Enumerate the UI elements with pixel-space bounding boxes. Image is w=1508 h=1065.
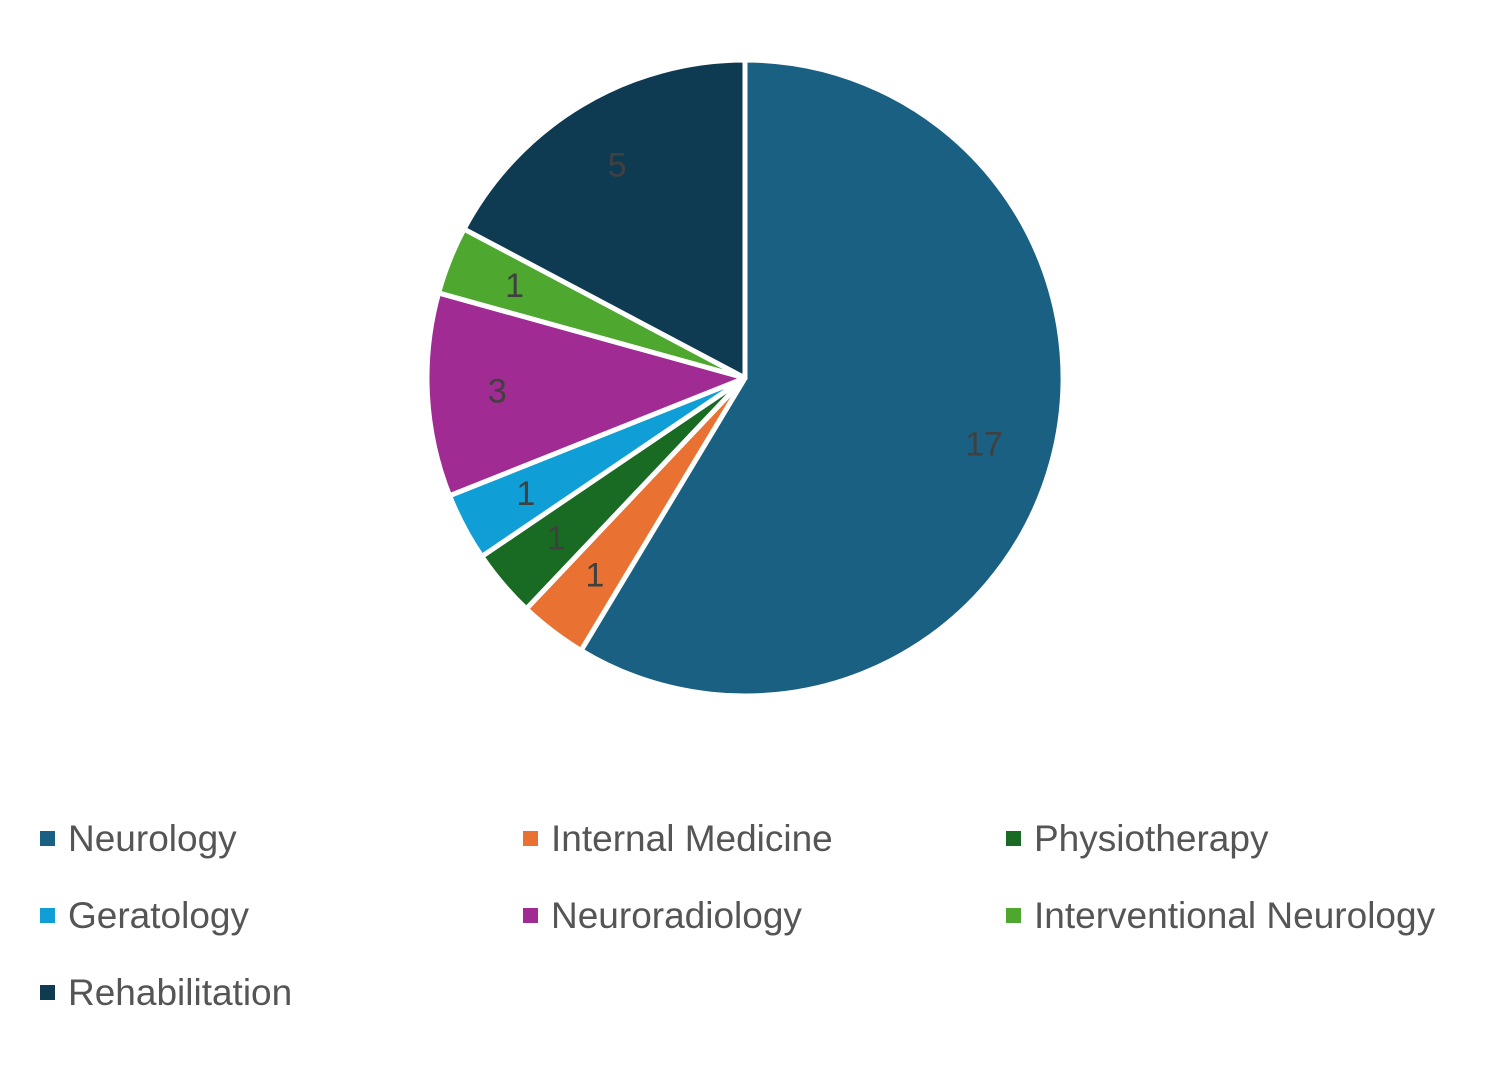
legend-label: Rehabilitation [68,971,293,1013]
legend-item-rehabilitation: Rehabilitation [40,969,523,1016]
data-label-neuroradiology: 3 [488,372,507,410]
data-label-geratology: 1 [516,475,535,513]
data-label-neurology: 17 [965,425,1003,463]
legend-label: Geratology [68,894,249,936]
pie-slices [424,57,1066,699]
legend-label: Neurology [68,817,237,859]
legend-item-physiotherapy: Physiotherapy [1006,815,1500,862]
legend-item-geratology: Geratology [40,892,523,939]
data-label-internal-medicine: 1 [585,556,604,594]
data-label-rehabilitation: 5 [608,146,627,184]
legend-swatch [1006,831,1021,846]
legend-label: Interventional Neurology [1034,894,1436,936]
legend-item-neurology: Neurology [40,815,523,862]
legend-label: Physiotherapy [1034,817,1269,859]
pie-slice-neuroradiology [424,290,748,499]
data-label-interventional-neurology: 1 [505,267,524,305]
legend-item-neuroradiology: Neuroradiology [523,892,1006,939]
legend-swatch [1006,908,1021,923]
legend-label: Internal Medicine [551,817,833,859]
pie-slice-neurology [578,57,1066,699]
legend-swatch [523,831,538,846]
pie-slice-rehabilitation [461,57,748,381]
legend-swatch [40,908,55,923]
legend-item-internal-medicine: Internal Medicine [523,815,1006,862]
legend-item-interventional-neurology: Interventional Neurology [1006,892,1500,939]
legend-swatch [40,985,55,1000]
legend: Neurology Internal Medicine Physiotherapy G… [40,815,1500,1016]
legend-label: Neuroradiology [551,894,802,936]
data-label-physiotherapy: 1 [546,520,565,558]
legend-swatch [40,831,55,846]
legend-swatch [523,908,538,923]
